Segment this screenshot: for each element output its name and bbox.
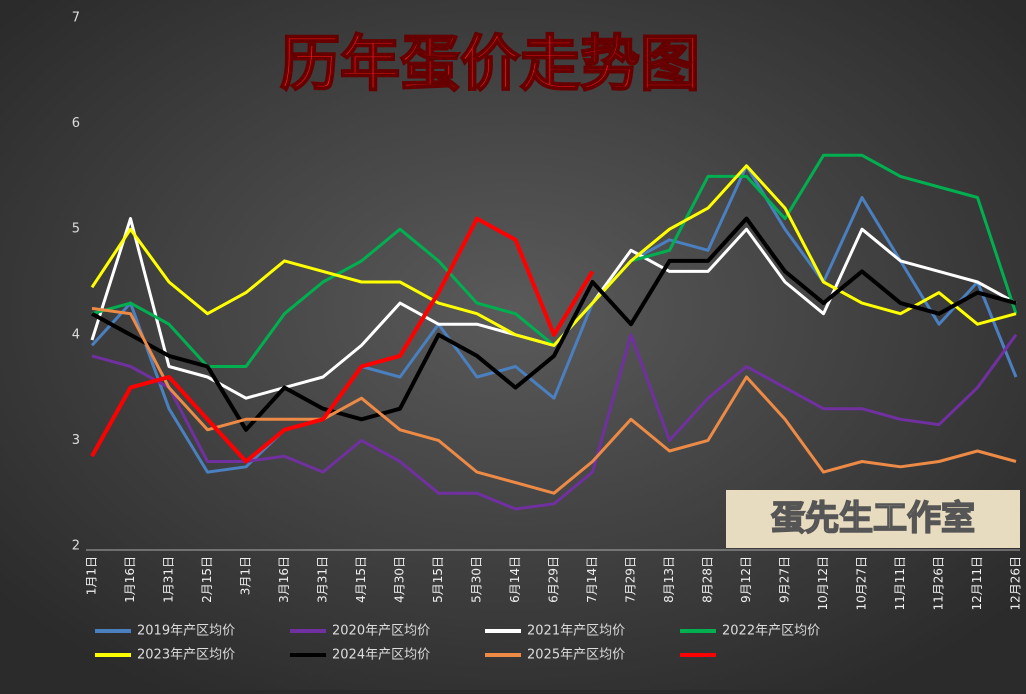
y-tick-label: 6 bbox=[72, 116, 80, 131]
x-tick-label: 4月30日 bbox=[393, 556, 407, 603]
x-tick-label: 11月11日 bbox=[893, 556, 907, 611]
x-tick-label: 12月26日 bbox=[1009, 556, 1023, 611]
legend-label: 2021年产区均价 bbox=[527, 624, 625, 639]
legend-label: 2023年产区均价 bbox=[137, 648, 235, 663]
legend-label: 2022年产区均价 bbox=[722, 624, 820, 639]
series-line bbox=[90, 164, 1017, 347]
x-tick-label: 11月26日 bbox=[932, 556, 946, 611]
x-tick-label: 12月11日 bbox=[970, 556, 984, 611]
x-tick-label: 10月27日 bbox=[855, 556, 869, 611]
watermark: 蛋先生工作室 bbox=[771, 499, 975, 539]
y-tick-label: 2 bbox=[72, 539, 80, 554]
watermark-box bbox=[726, 490, 1020, 548]
legend-label: 2025年产区均价 bbox=[527, 648, 625, 663]
series-line bbox=[90, 216, 595, 464]
x-tick-label: 6月29日 bbox=[547, 556, 561, 603]
legend-label: 2019年产区均价 bbox=[137, 624, 235, 639]
y-tick-label: 7 bbox=[72, 11, 80, 26]
series-line bbox=[91, 306, 1017, 495]
x-tick-label: 1月1日 bbox=[85, 556, 99, 595]
legend-label: 2024年产区均价 bbox=[332, 648, 430, 663]
series-line bbox=[90, 164, 1018, 474]
x-tick-label: 9月12日 bbox=[739, 556, 753, 603]
x-tick-label: 10月12日 bbox=[816, 556, 830, 611]
x-tick-label: 1月16日 bbox=[123, 556, 137, 603]
x-tick-label: 2月15日 bbox=[200, 556, 214, 603]
x-tick-label: 3月16日 bbox=[277, 556, 291, 603]
legend-label: 2020年产区均价 bbox=[332, 624, 430, 639]
x-tick-label: 7月14日 bbox=[585, 556, 599, 603]
series-line bbox=[91, 216, 1017, 432]
x-tick-label: 4月15日 bbox=[354, 556, 368, 603]
x-tick-label: 8月28日 bbox=[701, 556, 715, 603]
x-tick-label: 1月31日 bbox=[162, 556, 176, 603]
x-tick-label: 6月14日 bbox=[508, 556, 522, 603]
y-tick-label: 4 bbox=[72, 327, 80, 342]
x-tick-label: 5月30日 bbox=[470, 556, 484, 603]
x-tick-label: 7月29日 bbox=[624, 556, 638, 603]
chart-title: 历年蛋价走势图 bbox=[280, 30, 700, 100]
x-tick-label: 9月27日 bbox=[778, 556, 792, 603]
x-tick-label: 3月31日 bbox=[316, 556, 330, 603]
y-tick-label: 3 bbox=[72, 433, 80, 448]
x-tick-label: 3月1日 bbox=[239, 556, 253, 595]
y-tick-label: 5 bbox=[72, 222, 80, 237]
x-tick-label: 8月13日 bbox=[662, 556, 676, 603]
x-tick-label: 5月15日 bbox=[431, 556, 445, 603]
